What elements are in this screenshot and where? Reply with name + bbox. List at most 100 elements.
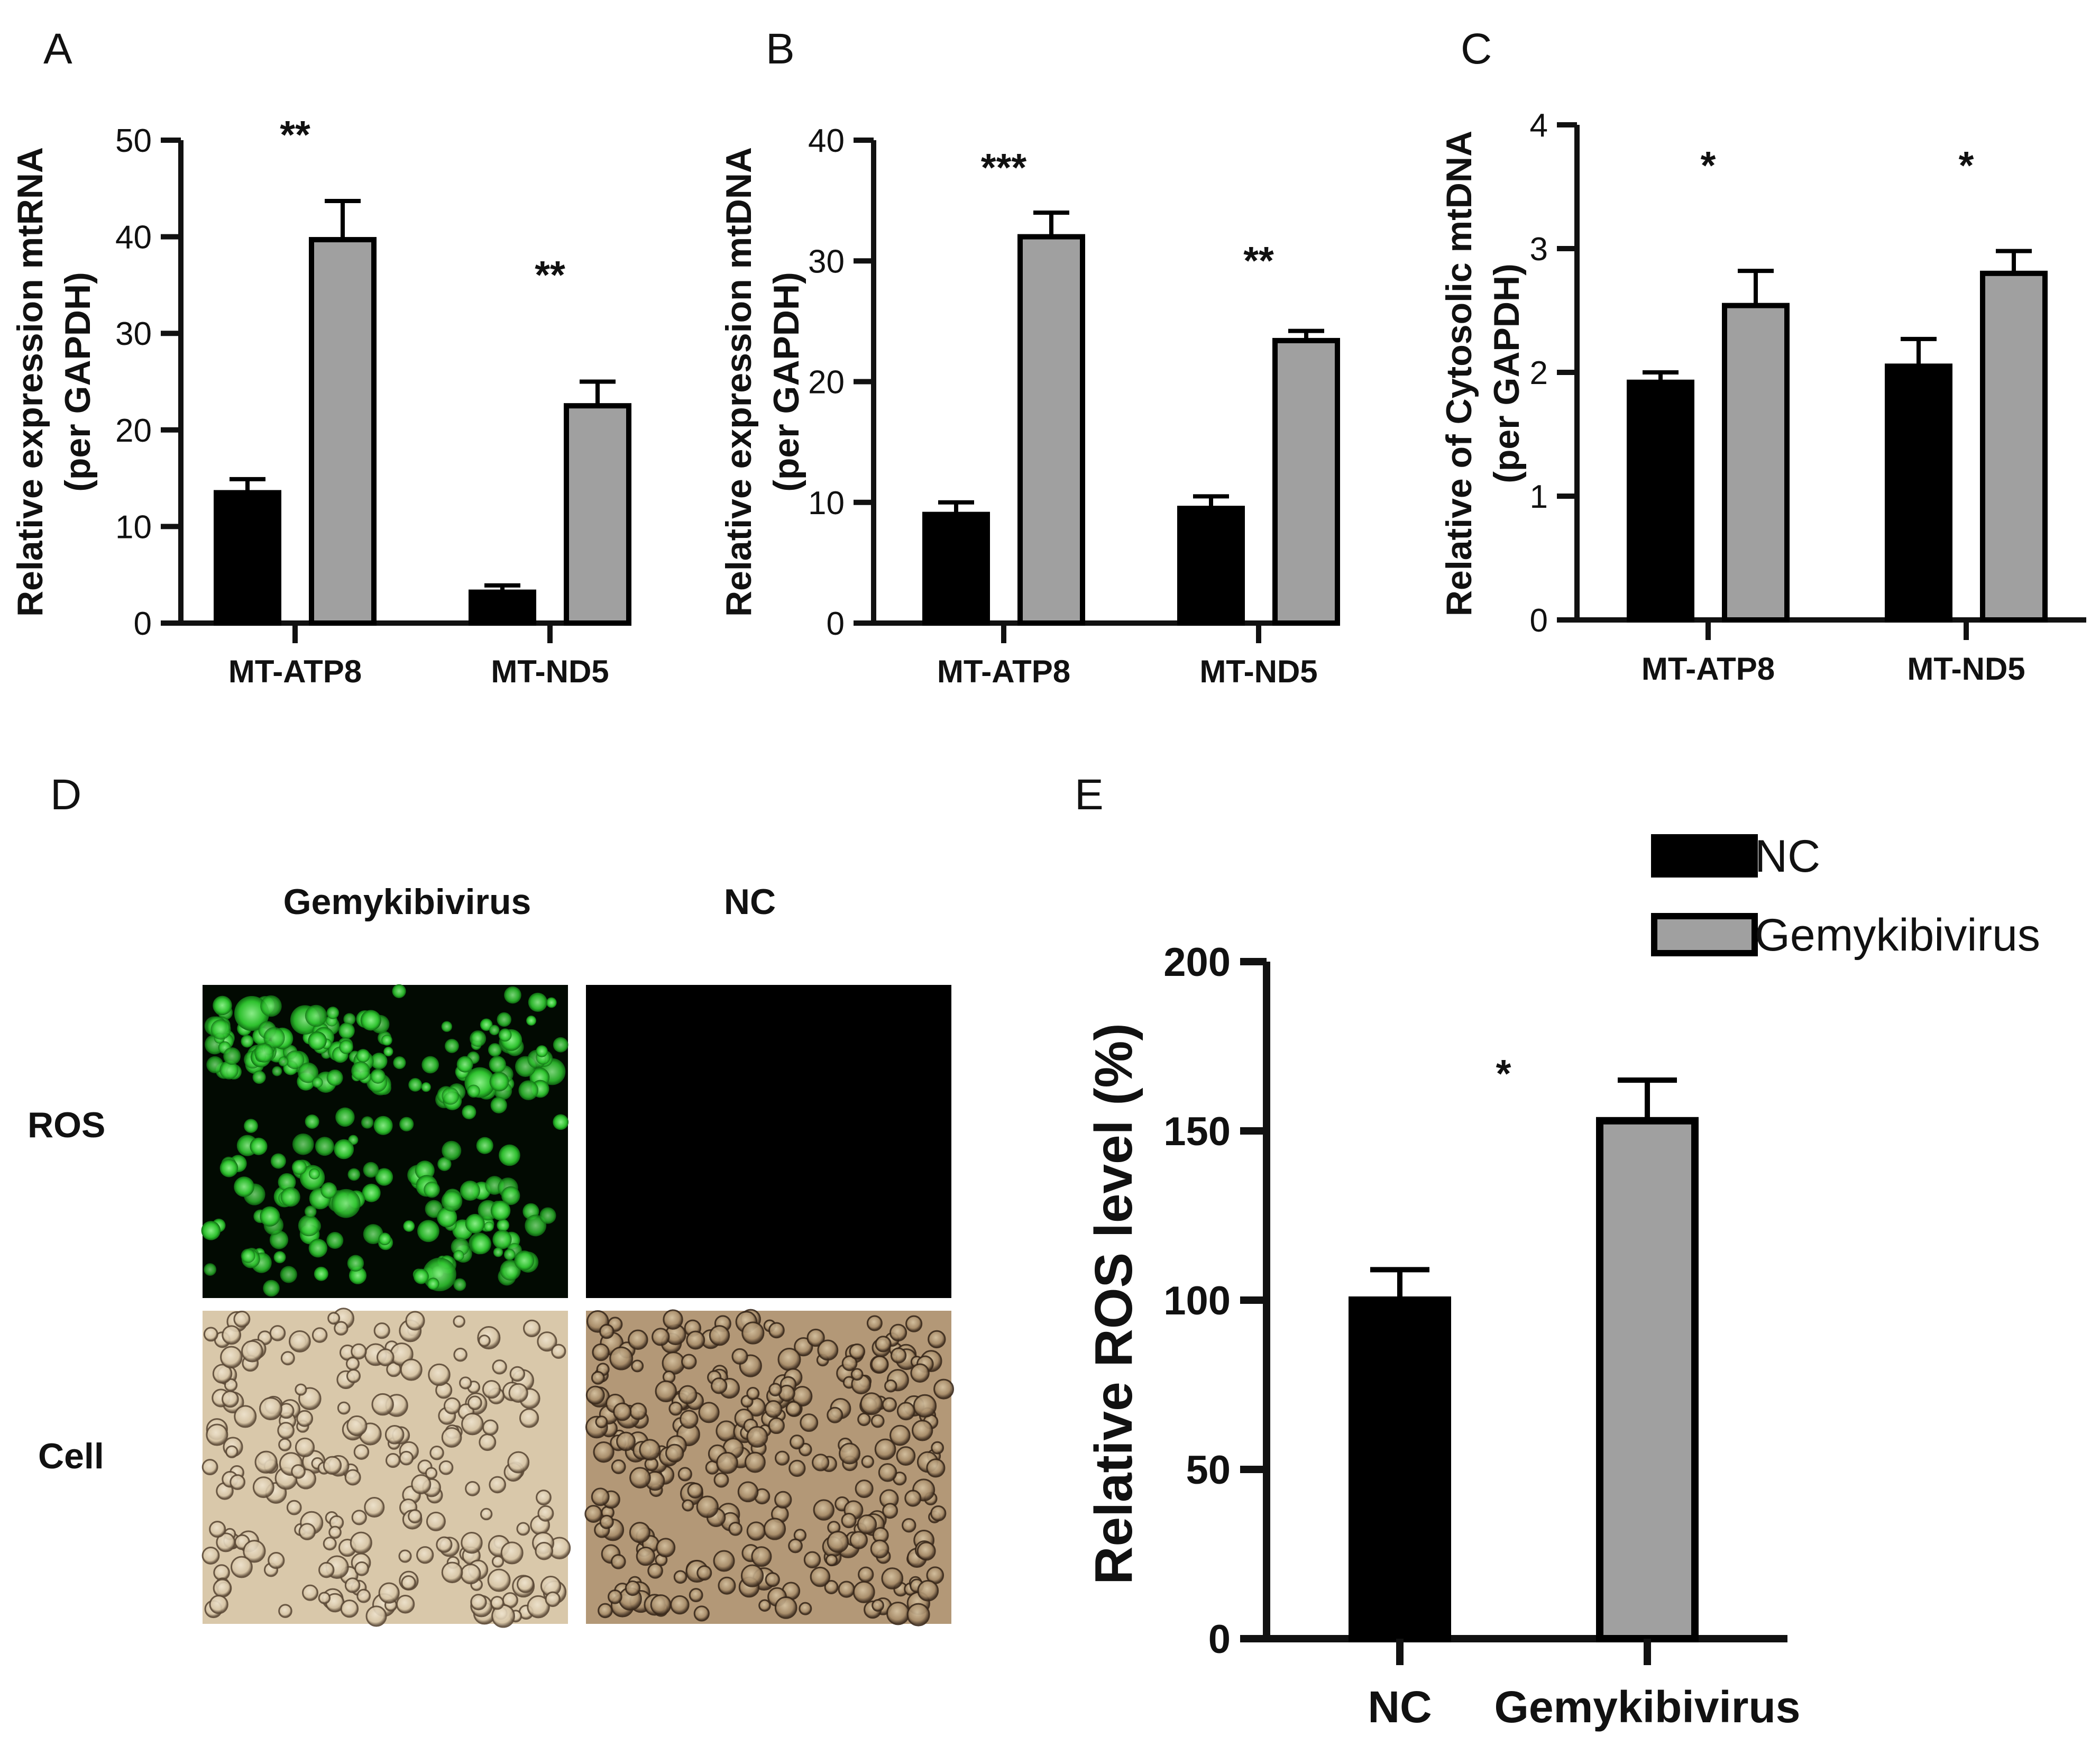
fluorescent-cell <box>347 1168 361 1181</box>
brightfield-cell <box>629 1402 647 1420</box>
y-axis-label-c: Relative of Cytosolic mtDNA <box>1439 131 1479 616</box>
brightfield-cell <box>655 1380 677 1403</box>
brightfield-cell <box>746 1426 768 1448</box>
y-tick-label-b: 40 <box>808 123 845 159</box>
brightfield-cell <box>857 1514 877 1534</box>
brightfield-cell <box>344 1469 361 1486</box>
brightfield-cell <box>489 1476 506 1494</box>
brightfield-cell <box>384 1425 405 1445</box>
brightfield-cell <box>896 1402 915 1421</box>
y-tick-label-e: 200 <box>1163 940 1231 985</box>
y-tick-label-a: 40 <box>115 220 152 256</box>
brightfield-cell <box>500 1541 524 1565</box>
y-tick-label-e: 0 <box>1208 1617 1231 1662</box>
fluorescent-cell <box>442 1140 462 1161</box>
brightfield-cell <box>371 1393 394 1416</box>
fluorescent-cell <box>497 1012 511 1027</box>
micrograph-row-ros: ROS <box>27 1105 105 1145</box>
fluorescent-cell <box>417 1220 439 1242</box>
brightfield-cell <box>584 1505 603 1523</box>
brightfield-cell <box>608 1589 622 1604</box>
brightfield-cell <box>545 1591 561 1607</box>
brightfield-cell <box>337 1401 351 1415</box>
fluorescent-cell <box>210 1019 231 1040</box>
fluorescent-cell <box>528 992 547 1012</box>
brightfield-cell <box>461 1531 483 1554</box>
brightfield-cell <box>774 1450 790 1466</box>
fluorescent-cell <box>278 1056 289 1067</box>
fluorescent-cell <box>270 1153 286 1169</box>
brightfield-cell <box>467 1395 482 1411</box>
brightfield-cell <box>295 1437 315 1457</box>
fluorescent-cell <box>250 1137 268 1155</box>
y-tick-label-c: 3 <box>1530 231 1548 268</box>
brightfield-cell <box>872 1599 884 1612</box>
brightfield-cell <box>443 1397 461 1415</box>
brightfield-cell <box>453 1315 465 1328</box>
fluorescent-cell <box>378 1232 391 1246</box>
brightfield-cell <box>680 1410 699 1429</box>
fluorescent-cell <box>334 1139 354 1159</box>
brightfield-cell <box>696 1565 712 1581</box>
fluorescent-cell <box>499 1144 520 1166</box>
brightfield-cell <box>803 1551 821 1569</box>
brightfield-cell <box>827 1406 843 1423</box>
brightfield-cell <box>790 1435 805 1450</box>
fluorescent-cell <box>489 1025 500 1036</box>
fluorescent-cell <box>424 1181 440 1198</box>
brightfield-cell <box>889 1323 907 1341</box>
fluorescent-cell <box>413 1268 429 1284</box>
brightfield-cell <box>839 1442 860 1465</box>
brightfield-cell <box>665 1443 684 1463</box>
brightfield-cell <box>234 1405 257 1428</box>
brightfield-cell <box>913 1394 937 1418</box>
brightfield-cell <box>459 1376 472 1390</box>
brightfield-cell <box>598 1603 613 1619</box>
brightfield-cell <box>278 1604 292 1618</box>
fluorescent-cell <box>480 1018 493 1031</box>
brightfield-cell <box>696 1495 719 1518</box>
legend-label-gemykibivirus: Gemykibivirus <box>1755 910 2040 961</box>
brightfield-cell <box>758 1599 771 1612</box>
fluorescent-cell <box>442 1087 460 1105</box>
ros-gemykibivirus-cells <box>201 984 569 1297</box>
brightfield-cell <box>356 1588 371 1603</box>
brightfield-cell <box>400 1358 423 1381</box>
brightfield-cell <box>461 1412 484 1436</box>
y-tick-label-b: 30 <box>808 243 845 280</box>
brightfield-cell <box>728 1521 742 1536</box>
brightfield-cell <box>222 1390 239 1408</box>
x-category-label-e: NC <box>1368 1682 1432 1732</box>
brightfield-cell <box>917 1579 939 1602</box>
fluorescent-cell <box>314 1266 328 1281</box>
brightfield-cell <box>768 1383 782 1396</box>
ros-nc-image <box>586 985 951 1298</box>
y-tick-label-a: 0 <box>134 606 152 642</box>
brightfield-cell <box>875 1336 892 1353</box>
brightfield-cell <box>344 1577 361 1593</box>
fluorescent-cell <box>335 1107 355 1127</box>
fluorescent-cell <box>305 1004 327 1027</box>
fluorescent-cell <box>421 1082 431 1092</box>
fluorescent-cell <box>415 1161 435 1181</box>
fluorescent-cell <box>373 1116 393 1135</box>
brightfield-cell <box>663 1309 683 1330</box>
brightfield-cell <box>741 1321 765 1345</box>
bar-a <box>214 490 281 626</box>
brightfield-cell <box>794 1337 813 1357</box>
brightfield-cell <box>926 1458 946 1478</box>
brightfield-cell <box>345 1357 360 1371</box>
brightfield-cell <box>841 1355 858 1372</box>
brightfield-cell <box>212 1364 233 1384</box>
brightfield-cell <box>613 1402 632 1421</box>
fluorescent-cell <box>462 1105 476 1120</box>
brightfield-cell <box>537 1505 554 1522</box>
fluorescent-cell <box>539 1207 556 1224</box>
brightfield-cell <box>858 1566 874 1583</box>
fluorescent-cell <box>484 1221 494 1232</box>
fluorescent-cell <box>305 1114 319 1129</box>
fluorescent-cell <box>514 1250 535 1271</box>
fluorescent-cell <box>553 1114 569 1130</box>
brightfield-cell <box>286 1500 302 1515</box>
bar-a <box>469 589 536 626</box>
